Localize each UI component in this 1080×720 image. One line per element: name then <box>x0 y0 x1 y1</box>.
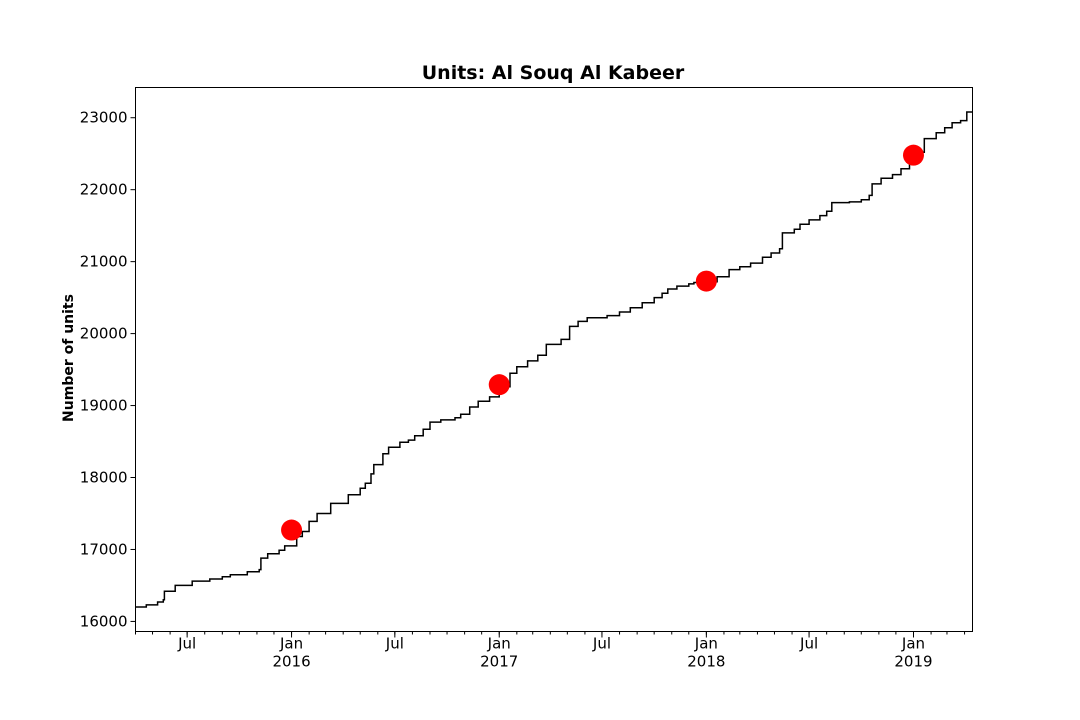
y-tick-label: 19000 <box>80 397 128 415</box>
x-tick-label: Jul <box>799 635 818 653</box>
plot-area: 16000 17000 18000 19000 20000 21000 22000 23000… <box>80 109 973 671</box>
data-point-marker <box>902 144 924 166</box>
x-tick-label: Jan <box>694 635 718 653</box>
x-tick-label: Jul <box>385 635 404 653</box>
y-axis-label: Number of units <box>61 294 77 422</box>
data-point-marker <box>488 374 510 396</box>
y-tick-label: 18000 <box>80 469 128 487</box>
y-tick-label: 16000 <box>80 612 128 630</box>
series-line <box>135 111 973 608</box>
x-tick-label: Jan <box>901 635 925 653</box>
x-tick-year-label: 2016 <box>272 653 310 671</box>
x-tick-year-label: 2017 <box>480 653 518 671</box>
plot-frame <box>135 87 973 632</box>
x-tick-label: Jul <box>592 635 611 653</box>
y-tick-label: 23000 <box>80 109 128 127</box>
x-tick-label: Jan <box>487 635 511 653</box>
x-tick-year-label: 2019 <box>894 653 932 671</box>
chart-title: Units: Al Souq Al Kabeer <box>422 62 685 84</box>
x-tick-year-label: 2018 <box>687 653 725 671</box>
data-point-marker <box>281 519 303 541</box>
y-tick-label: 20000 <box>80 325 128 343</box>
y-tick-label: 17000 <box>80 540 128 558</box>
data-point-marker <box>695 270 717 292</box>
y-tick-label: 21000 <box>80 253 128 271</box>
y-tick-label: 22000 <box>80 181 128 199</box>
x-tick-label: Jul <box>177 635 196 653</box>
x-tick-label: Jan <box>279 635 303 653</box>
